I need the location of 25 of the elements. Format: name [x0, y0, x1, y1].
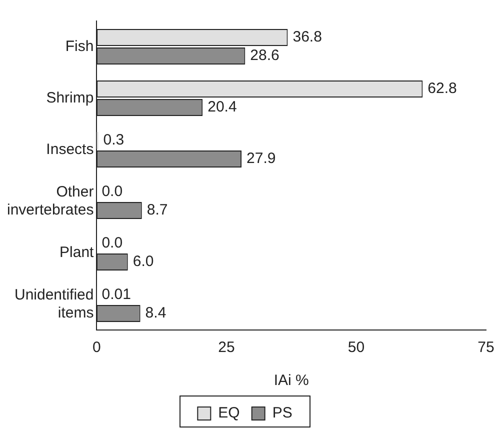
data-label: 27.9 [246, 150, 276, 168]
legend-label: PS [272, 404, 292, 422]
data-label: 36.8 [292, 28, 322, 46]
y-tick-label: Unidentified items [14, 286, 94, 322]
y-tick-label: Shrimp [46, 89, 94, 106]
data-label: 0.01 [102, 286, 131, 304]
x-tick-label: 0 [92, 339, 101, 356]
x-tick-label: 75 [478, 339, 494, 356]
data-label: 0.0 [102, 234, 123, 252]
y-tick-label: Insects [46, 140, 94, 158]
data-label: 20.4 [208, 98, 237, 116]
x-tick-label: 25 [218, 339, 235, 356]
data-label: 8.4 [145, 304, 166, 322]
data-label: 62.8 [428, 80, 457, 98]
data-label: 8.7 [146, 202, 168, 219]
legend-label: EQ [218, 404, 240, 422]
y-tick-label: Plant [60, 244, 95, 261]
data-label: 6.0 [132, 253, 154, 270]
data-label: 0.3 [103, 132, 124, 149]
data-label: 0.0 [102, 183, 123, 200]
y-tick-label: Fish [65, 38, 94, 55]
x-tick-label: 50 [348, 339, 365, 356]
x-axis-title: IAi % [274, 372, 309, 390]
data-label: 28.6 [250, 47, 280, 64]
y-tick-label: Other invertebrates [6, 183, 94, 218]
